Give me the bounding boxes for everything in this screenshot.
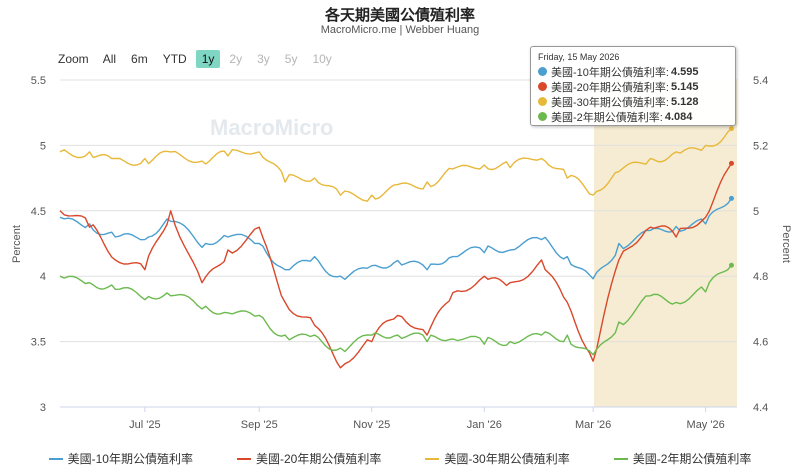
highlight-band bbox=[594, 80, 737, 407]
range-selector: Zoom All 6m YTD 1y 2y 3y 5y 10y bbox=[58, 50, 341, 68]
y-left-tick-label: 5 bbox=[40, 140, 46, 152]
y-right-tick-label: 5.2 bbox=[753, 140, 768, 152]
series-layer bbox=[59, 126, 734, 369]
range-button-10y[interactable]: 10y bbox=[312, 52, 332, 66]
y-right-tick-label: 5.4 bbox=[753, 75, 768, 87]
y-right-tick-label: 5 bbox=[753, 206, 759, 218]
y-right-tick-label: 4.4 bbox=[753, 402, 768, 414]
range-button-1y[interactable]: 1y bbox=[195, 50, 221, 68]
y-left-axis-label: Percent bbox=[11, 225, 23, 263]
tooltip-label: 美國-20年期公債殖利率: bbox=[551, 81, 669, 94]
legend-item-20y[interactable]: 美國-20年期公債殖利率 bbox=[236, 450, 382, 467]
x-tick-label: Sep '25 bbox=[241, 419, 278, 431]
y-left-tick-labels: 3 3.5 4 4.5 5 5.5 bbox=[31, 75, 46, 414]
x-tick-label: Nov '25 bbox=[353, 419, 390, 431]
series-line bbox=[59, 264, 733, 356]
legend-swatch-icon bbox=[613, 457, 628, 460]
y-left-tick-label: 3.5 bbox=[31, 337, 46, 349]
y-left-tick-label: 4.5 bbox=[31, 206, 46, 218]
series-marker-icon bbox=[538, 97, 547, 106]
y-right-tick-label: 4.6 bbox=[753, 337, 768, 349]
range-button-5y[interactable]: 5y bbox=[284, 52, 298, 66]
tooltip-value: 5.128 bbox=[670, 95, 699, 108]
x-tick-labels: Jul '25 Sep '25 Nov '25 Jan '26 Mar '26 May '… bbox=[60, 406, 737, 431]
legend-swatch-icon bbox=[236, 457, 251, 460]
tooltip-value: 5.145 bbox=[670, 80, 699, 93]
chart-subtitle: MacroMicro.me | Webber Huang bbox=[320, 24, 480, 36]
y-left-tick-label: 5.5 bbox=[31, 75, 46, 87]
series-line bbox=[59, 163, 733, 369]
legend-swatch-icon bbox=[48, 457, 63, 460]
x-tick-label: Jan '26 bbox=[467, 419, 502, 431]
y-right-tick-label: 4.8 bbox=[753, 271, 768, 283]
series-marker-icon bbox=[538, 112, 547, 121]
range-button-ytd[interactable]: YTD bbox=[162, 52, 187, 66]
series-line bbox=[59, 128, 732, 202]
tooltip-row: 美國-10年期公債殖利率: 4.595 bbox=[538, 64, 728, 79]
series-end-point bbox=[728, 160, 734, 166]
legend-label: 美國-10年期公債殖利率 bbox=[67, 452, 193, 466]
tooltip: Friday, 15 May 2026 美國-10年期公債殖利率: 4.595 … bbox=[530, 46, 736, 126]
series-end-point bbox=[728, 126, 734, 132]
chart-title: 各天期美國公債殖利率 bbox=[324, 7, 475, 24]
legend-label: 美國-20年期公債殖利率 bbox=[255, 452, 382, 466]
tooltip-label: 美國-30年期公債殖利率: bbox=[551, 96, 669, 109]
legend: 美國-10年期公債殖利率 美國-20年期公債殖利率 美國-30年期公債殖利率 美… bbox=[0, 450, 800, 467]
series-line bbox=[59, 197, 733, 280]
range-button-3y[interactable]: 3y bbox=[257, 52, 270, 66]
legend-label: 美國-2年期公債殖利率 bbox=[632, 452, 752, 466]
x-tick-label: Jul '25 bbox=[129, 419, 160, 431]
range-button-2y[interactable]: 2y bbox=[229, 52, 243, 66]
x-tick-label: Mar '26 bbox=[575, 419, 611, 431]
y-right-tick-labels: 4.4 4.6 4.8 5 5.2 5.4 bbox=[753, 75, 768, 414]
legend-label: 美國-30年期公債殖利率 bbox=[444, 452, 570, 466]
zoom-label: Zoom bbox=[58, 52, 89, 66]
series-marker-icon bbox=[538, 82, 547, 91]
tooltip-label: 美國-2年期公債殖利率: bbox=[551, 111, 663, 124]
range-button-6m[interactable]: 6m bbox=[131, 52, 148, 66]
watermark: MacroMicro bbox=[210, 115, 333, 140]
tooltip-value: 4.084 bbox=[664, 110, 693, 123]
tooltip-row: 美國-2年期公債殖利率: 4.084 bbox=[538, 109, 728, 124]
series-end-point bbox=[728, 262, 734, 268]
legend-swatch-icon bbox=[425, 457, 440, 460]
tooltip-row: 美國-30年期公債殖利率: 5.128 bbox=[538, 94, 728, 109]
y-left-tick-label: 3 bbox=[40, 402, 46, 414]
tooltip-label: 美國-10年期公債殖利率: bbox=[551, 66, 669, 79]
legend-item-30y[interactable]: 美國-30年期公債殖利率 bbox=[425, 450, 570, 467]
tooltip-date: Friday, 15 May 2026 bbox=[538, 52, 620, 62]
tooltip-row: 美國-20年期公債殖利率: 5.145 bbox=[538, 79, 728, 94]
x-tick-label: May '26 bbox=[687, 419, 725, 431]
range-button-all[interactable]: All bbox=[102, 52, 117, 66]
tooltip-value: 4.595 bbox=[670, 65, 699, 78]
y-right-axis-label: Percent bbox=[780, 225, 792, 263]
legend-item-10y[interactable]: 美國-10年期公債殖利率 bbox=[48, 450, 193, 467]
series-end-point bbox=[728, 195, 734, 201]
series-marker-icon bbox=[538, 67, 547, 76]
legend-item-2y[interactable]: 美國-2年期公債殖利率 bbox=[613, 450, 752, 467]
y-left-tick-label: 4 bbox=[40, 271, 46, 283]
